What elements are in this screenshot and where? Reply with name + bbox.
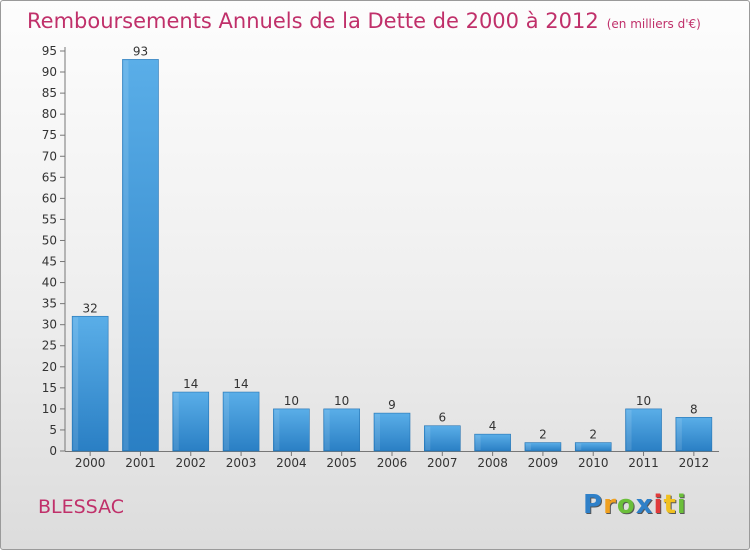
bar xyxy=(373,412,411,452)
y-tick-label: 0 xyxy=(49,444,57,458)
bar-highlight xyxy=(274,409,280,450)
logo-letter: i xyxy=(676,490,687,520)
x-tick-label: 2003 xyxy=(226,456,257,470)
y-tick-label: 35 xyxy=(42,297,57,311)
chart-title: Remboursements Annuels de la Dette de 20… xyxy=(27,9,701,33)
bar-highlight xyxy=(626,409,632,450)
data-label: 10 xyxy=(334,394,349,408)
bar xyxy=(625,408,662,452)
logo-letter: t xyxy=(663,490,677,520)
x-tick-label: 2005 xyxy=(326,456,357,470)
bar xyxy=(122,59,159,452)
bar xyxy=(424,425,461,452)
bar-highlight xyxy=(676,418,682,450)
bar xyxy=(172,391,210,452)
x-tick-label: 2000 xyxy=(75,456,106,470)
x-tick-label: 2011 xyxy=(628,456,659,470)
y-tick-label: 50 xyxy=(42,233,57,247)
chart-title-text: Remboursements Annuels de la Dette de 20… xyxy=(27,9,599,33)
y-tick-label: 80 xyxy=(42,107,57,121)
bar-highlight xyxy=(224,393,230,450)
data-label: 32 xyxy=(83,301,98,315)
bar-layer xyxy=(71,59,713,452)
y-tick-label: 5 xyxy=(49,423,57,437)
x-tick-label: 2007 xyxy=(427,456,458,470)
label-layer: 2000 32 2001 93 2002 14 2003 14 2004 10 2005 10 2006… xyxy=(75,44,709,470)
logo-letter: r xyxy=(603,490,617,520)
bar-highlight xyxy=(475,435,481,450)
y-tick-label: 65 xyxy=(42,170,57,184)
y-tick-label: 75 xyxy=(42,128,57,142)
x-tick-label: 2001 xyxy=(125,456,156,470)
bar-highlight xyxy=(425,426,431,450)
bar xyxy=(574,442,612,452)
y-tick-label: 70 xyxy=(42,149,57,163)
y-tick-label: 45 xyxy=(42,255,57,269)
bar xyxy=(474,433,511,452)
commune-name: BLESSAC xyxy=(38,496,125,518)
logo-letter: o xyxy=(616,490,636,520)
logo-letter: P xyxy=(583,490,604,520)
bar xyxy=(524,442,562,452)
bar xyxy=(273,408,310,452)
bar-highlight xyxy=(73,317,79,450)
data-label: 93 xyxy=(133,44,148,58)
proxiti-logo: Proxiti xyxy=(583,490,687,520)
y-tick-label: 55 xyxy=(42,212,57,226)
data-label: 14 xyxy=(183,377,198,391)
bar-highlight xyxy=(576,443,582,450)
logo-letter: x xyxy=(635,490,654,520)
bar-highlight xyxy=(123,60,129,450)
data-label: 10 xyxy=(636,394,651,408)
x-tick-label: 2006 xyxy=(377,456,408,470)
bar xyxy=(323,408,360,452)
bar-highlight xyxy=(525,443,531,450)
bar-highlight xyxy=(324,409,330,450)
y-tick-label: 30 xyxy=(42,318,57,332)
y-tick-label: 40 xyxy=(42,276,57,290)
y-tick-label: 25 xyxy=(42,339,57,353)
bar xyxy=(222,391,260,452)
data-label: 4 xyxy=(489,419,497,433)
y-tick-label: 60 xyxy=(42,191,57,205)
x-tick-label: 2012 xyxy=(679,456,710,470)
chart-unit: (en milliers d'€) xyxy=(606,17,701,31)
y-tick-label: 85 xyxy=(42,86,57,100)
data-label: 2 xyxy=(539,428,547,442)
data-label: 2 xyxy=(589,428,597,442)
x-tick-label: 2004 xyxy=(276,456,307,470)
x-tick-label: 2002 xyxy=(175,456,206,470)
data-label: 6 xyxy=(438,411,446,425)
y-tick-label: 95 xyxy=(42,44,57,58)
bar xyxy=(675,417,713,452)
x-tick-label: 2010 xyxy=(578,456,609,470)
y-tick-label: 20 xyxy=(42,360,57,374)
bar-highlight xyxy=(173,393,179,450)
y-tick-label: 90 xyxy=(42,65,57,79)
x-tick-label: 2008 xyxy=(477,456,508,470)
data-label: 14 xyxy=(233,377,248,391)
bar xyxy=(71,315,109,452)
bar-highlight xyxy=(375,414,380,450)
y-tick-label: 10 xyxy=(42,402,57,416)
x-tick-label: 2009 xyxy=(528,456,559,470)
y-tick-label: 15 xyxy=(42,381,57,395)
logo-letter: i xyxy=(653,490,664,520)
axis-layer: 0 5 10 15 20 25 30 35 40 45 50 55 60 65 70 75 80 85 90 95 xyxy=(42,44,719,458)
data-label: 8 xyxy=(690,402,698,416)
data-label: 10 xyxy=(284,394,299,408)
data-label: 9 xyxy=(388,398,396,412)
